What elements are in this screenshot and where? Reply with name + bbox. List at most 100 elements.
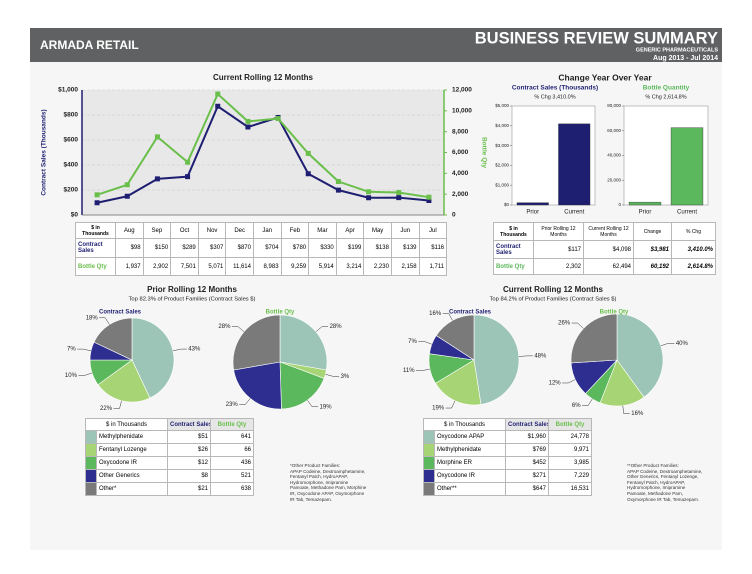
pie-slice — [93, 317, 133, 361]
table-cell: $116 — [418, 238, 448, 258]
column-header: $ in Thousands — [422, 418, 507, 431]
chart-title: Bottle Qty — [600, 310, 629, 316]
table-row: Bottle Qty 1,937 2,902 7,501 5,071 11,614 8,98… — [75, 257, 448, 276]
data-point — [185, 174, 191, 180]
bar — [516, 202, 549, 206]
table-cell: 9,971 — [548, 443, 593, 457]
table-cell: 7,229 — [548, 469, 593, 483]
leader-line — [416, 368, 430, 371]
y-tick-label: 20,000 — [607, 177, 621, 182]
report-title: BUSINESS REVIEW SUMMARY — [475, 29, 718, 47]
column-header: May — [363, 222, 392, 239]
y-tick-label: $4,000 — [495, 123, 509, 128]
table-cell: 9,259 — [280, 257, 310, 276]
y-tick-label: 80,000 — [607, 103, 621, 108]
table-cell: 66 — [210, 443, 255, 457]
y-tick-label: $800 — [64, 112, 79, 119]
table-row: Bottle Qty 2,302 62,494 60,192 2,614.8% — [493, 258, 716, 275]
table-cell: $330 — [308, 238, 337, 258]
data-point — [124, 182, 130, 188]
pie-slice — [570, 313, 618, 364]
leader-line — [660, 343, 675, 347]
table-row: Other** $647 16,531 — [423, 482, 593, 496]
bar — [670, 127, 704, 206]
series-line — [96, 104, 430, 204]
slice-label: 16% — [429, 311, 442, 317]
footnote: *Other Product Families: APAP Codeine, De… — [290, 463, 368, 502]
section-title: Change Year Over Year — [558, 72, 652, 82]
y-tick-label: $0 — [71, 212, 79, 219]
leader-line — [239, 398, 251, 405]
legend-label: Oxycodone IR — [433, 469, 507, 483]
x-tick-label: Prior — [639, 210, 652, 216]
data-point — [154, 134, 160, 140]
column-header: Dec — [225, 222, 254, 239]
legend-swatch — [85, 430, 97, 444]
table-cell: 3,985 — [548, 456, 593, 470]
section-subtitle: Top 82.3% of Product Families (Contract … — [129, 297, 256, 303]
table-cell: $117 — [533, 240, 584, 259]
footnote-text: APAP Codeine, Dextroamphetamine, Fentany… — [290, 468, 367, 502]
table-row: $ in Thousands Contract Sales Bottle Qty — [422, 418, 593, 431]
table-row: Methylphenidate $769 9,971 — [423, 443, 593, 457]
y2-tick-label: 8,000 — [452, 128, 469, 135]
table-cell: 3,214 — [335, 257, 365, 276]
leader-line — [77, 348, 92, 352]
data-point — [396, 195, 402, 201]
slice-label: 16% — [631, 411, 644, 417]
legend-label: Other Generics — [95, 469, 169, 483]
table-row: Morphine ER $452 3,985 — [423, 456, 593, 470]
table-row: Oxycodone IR $12 436 — [85, 456, 255, 470]
data-point — [335, 187, 341, 193]
leader-line — [307, 400, 319, 407]
slice-label: 3% — [341, 374, 350, 380]
column-header: Bottle Qty — [548, 418, 593, 431]
chart-subtitle: % Chg 3,410.0% — [534, 94, 575, 100]
y-tick-label: $0 — [504, 202, 510, 207]
column-header: Aug — [115, 222, 144, 239]
pie-slice — [97, 359, 151, 403]
table-cell: 638 — [210, 482, 255, 496]
table-cell: $26 — [167, 443, 212, 457]
bar — [558, 123, 591, 206]
table-cell: $21 — [167, 482, 212, 496]
table-cell: $289 — [170, 238, 199, 258]
y-tick-label: $5,000 — [495, 103, 509, 108]
y-tick-label: $1,000 — [58, 87, 78, 94]
column-header: $ in Thousands — [493, 222, 534, 241]
table-cell: 5,071 — [197, 257, 227, 276]
table-row: Contract Sales $98 $150 $289 $307 $870 $704 $78… — [75, 238, 448, 258]
table-cell: $647 — [505, 482, 550, 496]
slice-label: 28% — [330, 324, 343, 330]
leader-line — [325, 374, 340, 377]
table-cell: 7,501 — [170, 257, 199, 276]
table-cell: 8,983 — [252, 257, 282, 276]
table-row: Methylphenidate $51 641 — [85, 430, 255, 444]
y-tick-label: $1,000 — [495, 182, 509, 187]
data-point — [94, 200, 100, 206]
slice-label: 7% — [67, 347, 76, 353]
chart-title: Bottle Qty — [266, 310, 295, 316]
leader-line — [418, 341, 432, 345]
table-cell: $1,960 — [505, 430, 550, 444]
table-cell: $271 — [505, 469, 550, 483]
section-title: Current Rolling 12 Months — [503, 285, 604, 294]
table-cell: $780 — [280, 238, 310, 258]
table-row: Fentanyl Lozenge $26 66 — [85, 443, 255, 457]
table-row: Oxycodone IR $271 7,229 — [423, 469, 593, 483]
legend-label: Morphine ER — [433, 456, 507, 470]
data-point — [305, 171, 311, 177]
slice-label: 11% — [403, 368, 415, 374]
table-cell: 2,302 — [533, 258, 584, 275]
leader-line — [622, 405, 630, 414]
table-cell: 641 — [210, 430, 255, 444]
table-cell: 521 — [210, 469, 255, 483]
table-cell: 2,614.8% — [671, 258, 716, 275]
report-period: Aug 2013 - Jul 2014 — [653, 55, 718, 62]
column-header: Feb — [280, 222, 310, 239]
section-title: Prior Rolling 12 Months — [147, 285, 237, 294]
table-cell: 60,192 — [633, 258, 672, 275]
header-bar — [30, 28, 722, 62]
data-point — [154, 176, 160, 182]
pie-slice — [279, 361, 325, 410]
